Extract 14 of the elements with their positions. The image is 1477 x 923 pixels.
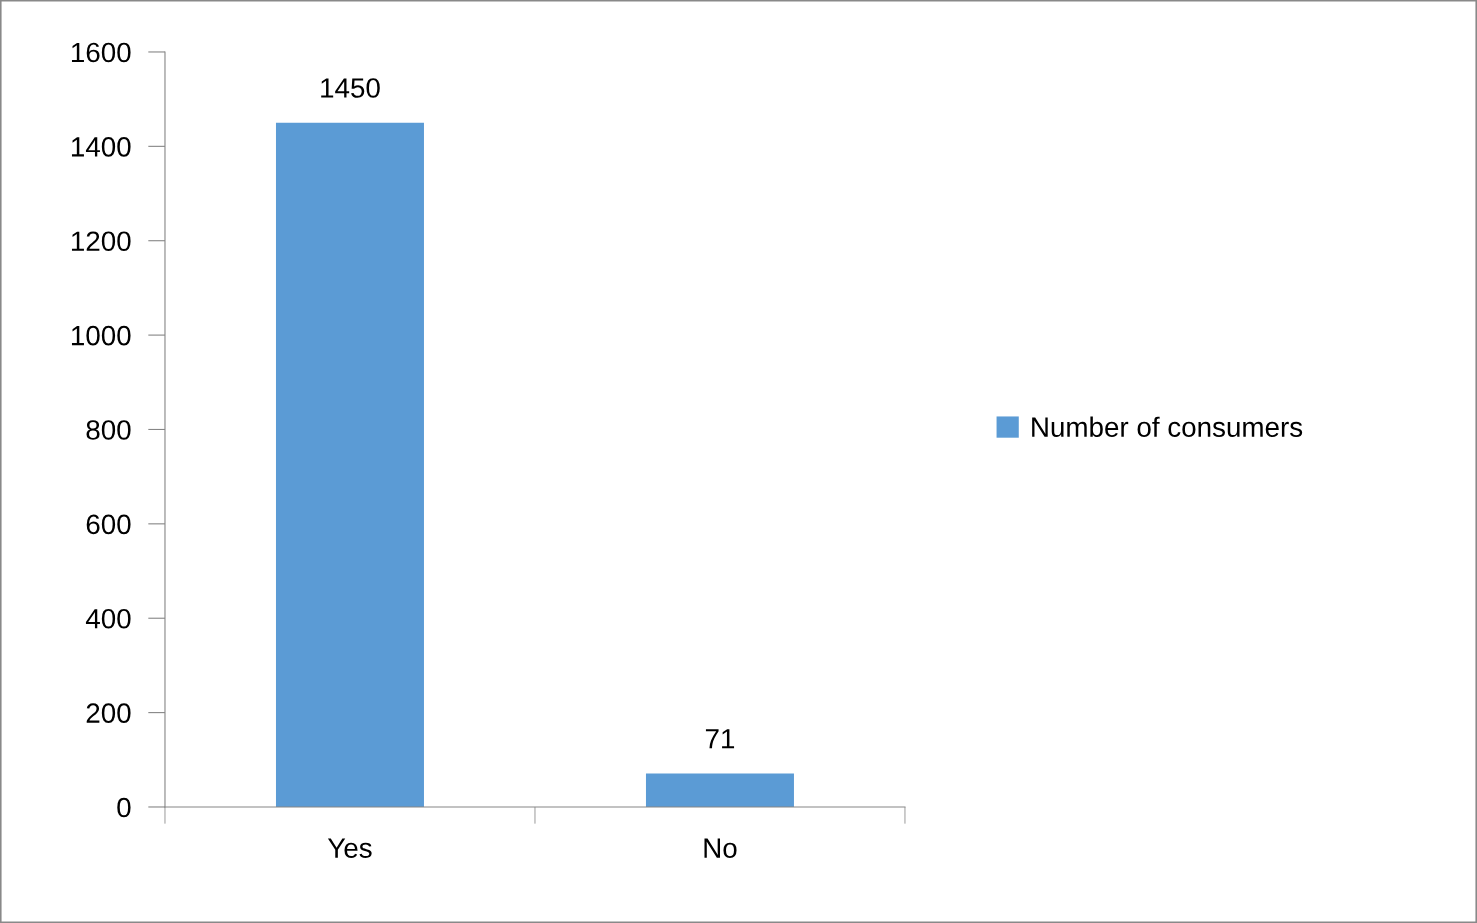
x-tick-label: Yes — [327, 838, 372, 858]
data-label: 71 — [705, 729, 735, 749]
y-tick-label: 1000 — [71, 325, 131, 346]
y-tick-label: 0 — [117, 797, 131, 818]
y-tick-label: 1600 — [71, 42, 131, 63]
y-tick-label: 1400 — [71, 137, 131, 157]
data-label: 1450 — [321, 78, 380, 98]
y-tick-label: 400 — [85, 608, 131, 629]
y-tick-label: 600 — [86, 514, 131, 535]
y-tick-label: 800 — [86, 420, 131, 440]
y-tick-label: 200 — [86, 703, 131, 723]
x-tick-label: No — [704, 838, 737, 858]
legend-label: Number of consumers — [1032, 416, 1303, 437]
y-tick-label: 1200 — [71, 231, 131, 252]
